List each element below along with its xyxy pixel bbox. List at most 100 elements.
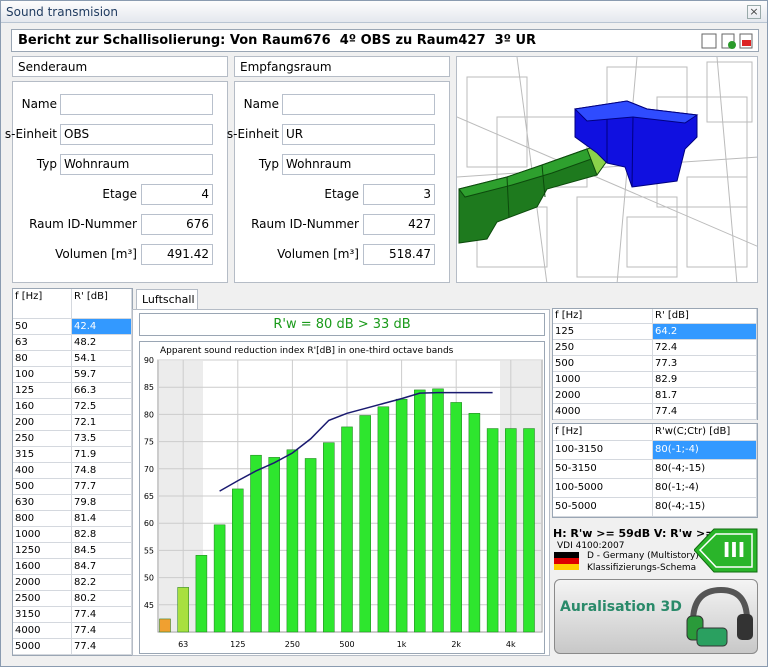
table-cell[interactable]: 72.4 [653,340,757,356]
table-cell[interactable]: 5000 [13,639,72,655]
table-cell[interactable]: 800 [13,511,72,527]
y-tick-label: 55 [144,546,154,555]
table-cell[interactable]: 2500 [13,591,72,607]
chart-title: Apparent sound reduction index R'[dB] in… [160,346,454,356]
result-text: R'w = 80 dB > 33 dB [273,317,411,332]
table-cell[interactable]: 77.3 [653,356,757,372]
table-cell[interactable]: 72.5 [72,399,132,415]
y-tick-label: 65 [144,492,154,501]
field-input[interactable]: 518.47 [363,244,435,265]
y-tick-label: 75 [144,438,154,447]
y-tick-label: 50 [144,574,154,583]
field-input[interactable]: 4 [141,184,213,205]
field-input[interactable]: OBS [60,124,213,145]
table-cell[interactable]: 500 [13,479,72,495]
table-cell[interactable]: 73.5 [72,431,132,447]
table-cell[interactable]: 84.7 [72,559,132,575]
table-cell[interactable]: 77.4 [72,639,132,655]
table-cell[interactable]: 630 [13,495,72,511]
table-cell[interactable]: 77.4 [653,404,757,420]
receiver-panel: Name s-Einheit UR Typ Wohnraum Etage 3 Raum ID-… [227,81,450,283]
table-cell[interactable]: 81.4 [72,511,132,527]
field-label: Name [21,97,57,111]
bar [195,555,208,633]
table-cell[interactable]: 1000 [553,372,653,388]
table-cell[interactable]: 100-3150 [553,441,653,460]
table-cell[interactable]: 500 [553,356,653,372]
table-cell[interactable]: 74.8 [72,463,132,479]
table-cell[interactable]: 82.2 [72,575,132,591]
table-cell[interactable]: 59.7 [72,367,132,383]
table-cell[interactable]: 2000 [553,388,653,404]
table-cell[interactable]: 400 [13,463,72,479]
table-cell[interactable]: 3150 [13,607,72,623]
table-cell[interactable]: 315 [13,447,72,463]
table-cell[interactable]: 80 [13,351,72,367]
field-input[interactable]: 491.42 [141,244,213,265]
table-cell[interactable]: 72.1 [72,415,132,431]
table-cell[interactable]: 50-3150 [553,460,653,479]
table-cell[interactable]: 77.4 [72,623,132,639]
table-cell[interactable]: 77.7 [72,479,132,495]
x-tick-label: 500 [339,640,354,649]
table-cell[interactable]: 50-5000 [553,498,653,517]
table-cell[interactable]: 42.4 [72,319,132,335]
table-cell[interactable]: 1000 [13,527,72,543]
table-cell[interactable]: 80(-1;-4) [653,479,757,498]
field-input[interactable]: UR [282,124,435,145]
tab-luftschall[interactable]: Luftschall [136,289,198,310]
field-input[interactable] [60,94,213,115]
table-cell[interactable]: 125 [553,324,653,340]
table-cell[interactable]: 2000 [13,575,72,591]
class-badge: III [694,528,758,573]
flag [554,552,579,570]
field-input[interactable]: 427 [363,214,435,235]
table-cell[interactable]: 4000 [13,623,72,639]
xml-icon[interactable] [701,33,717,49]
table-cell[interactable]: 1600 [13,559,72,575]
table-cell[interactable]: 125 [13,383,72,399]
bar [213,524,226,633]
table-cell[interactable]: 100 [13,367,72,383]
table-cell[interactable]: 82.9 [653,372,757,388]
field-input[interactable]: 676 [141,214,213,235]
table-cell[interactable]: 81.7 [653,388,757,404]
table-cell[interactable]: 71.9 [72,447,132,463]
table-cell[interactable]: 80(-1;-4) [653,441,757,460]
title-bar: Sound transmision × [1,1,767,23]
table-cell[interactable]: 82.8 [72,527,132,543]
field-label: Raum ID-Nummer [251,217,359,231]
table-cell[interactable]: 160 [13,399,72,415]
table-cell[interactable]: 1250 [13,543,72,559]
table-cell[interactable]: 4000 [553,404,653,420]
bar [414,389,426,633]
table-cell[interactable]: 54.1 [72,351,132,367]
table-cell[interactable]: 79.8 [72,495,132,511]
field-input[interactable]: 3 [363,184,435,205]
field-label: s-Einheit [4,127,57,141]
field-input[interactable]: Wohnraum [282,154,435,175]
table-cell[interactable]: 100-5000 [553,479,653,498]
table-cell[interactable]: 66.3 [72,383,132,399]
table-cell[interactable]: 48.2 [72,335,132,351]
table-cell[interactable]: 80(-4;-15) [653,498,757,517]
field-input[interactable]: Wohnraum [60,154,213,175]
table-cell[interactable]: 250 [13,431,72,447]
table-cell[interactable]: 80.2 [72,591,132,607]
table-cell[interactable]: 63 [13,335,72,351]
3d-view[interactable] [456,56,758,283]
auralisation-button[interactable]: Auralisation 3D [554,579,758,654]
table-cell[interactable]: 250 [553,340,653,356]
add-icon-badge [728,41,736,49]
table-cell[interactable]: 80(-4;-15) [653,460,757,479]
close-button[interactable]: × [747,5,761,19]
field-label: Volumen [m³] [277,247,359,261]
table-cell[interactable]: 50 [13,319,72,335]
table-cell[interactable]: 200 [13,415,72,431]
field-input[interactable] [282,94,435,115]
table-cell[interactable]: 84.5 [72,543,132,559]
receiver-title: Empfangsraum [240,60,332,74]
column-header: f [Hz] [553,424,653,441]
table-cell[interactable]: 77.4 [72,607,132,623]
table-cell[interactable]: 64.2 [653,324,757,340]
